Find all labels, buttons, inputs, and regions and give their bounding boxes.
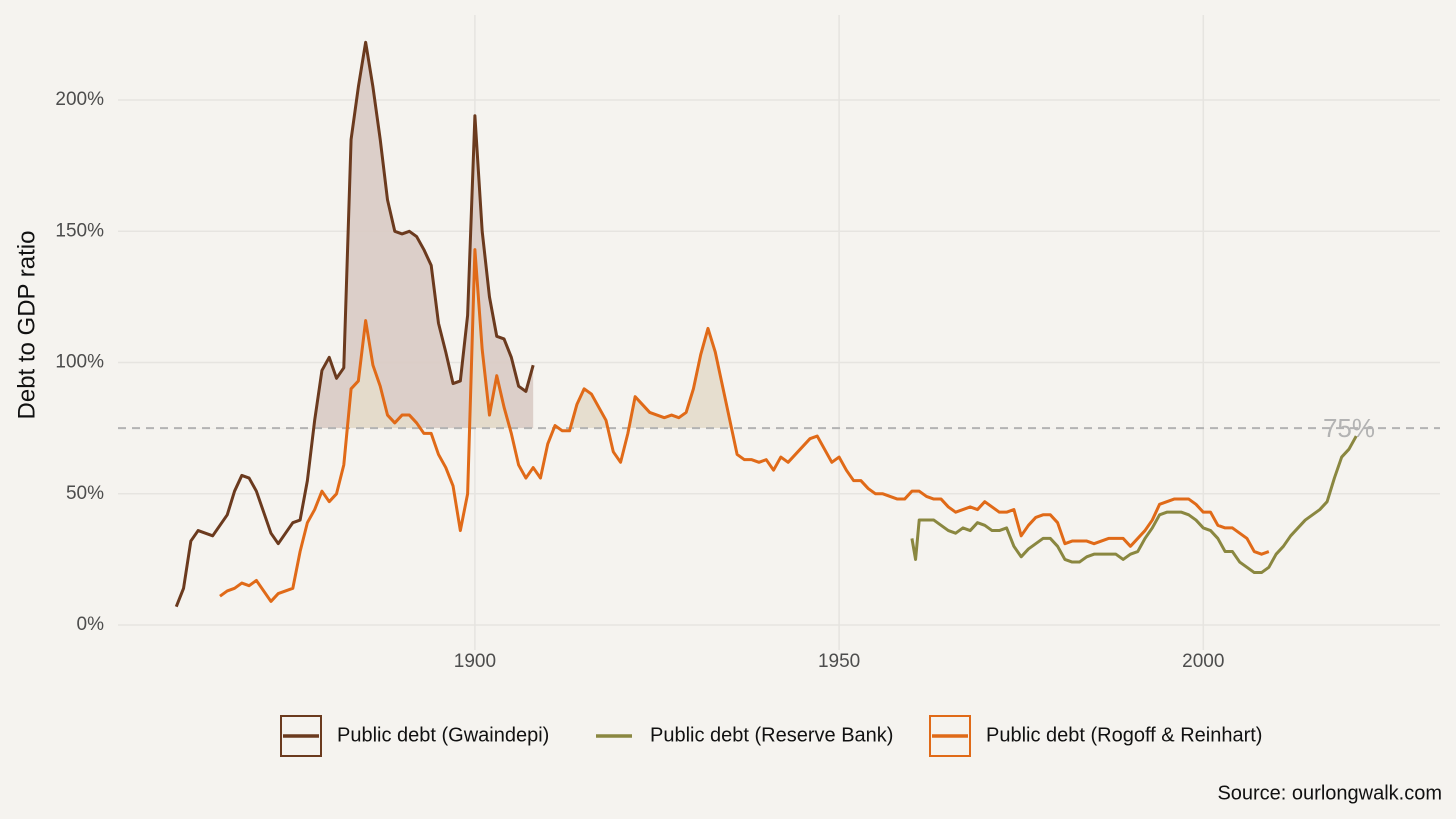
legend-label: Public debt (Gwaindepi) bbox=[337, 724, 549, 746]
area bbox=[176, 42, 534, 429]
line bbox=[219, 248, 1270, 603]
line bbox=[910, 435, 1358, 575]
line bbox=[174, 40, 535, 608]
y-tick-label: 150% bbox=[55, 220, 104, 241]
x-tick-label: 1950 bbox=[818, 651, 860, 672]
y-tick-label: 50% bbox=[66, 483, 104, 504]
y-axis-title: Debt to GDP ratio bbox=[13, 231, 40, 420]
legend-label: Public debt (Rogoff & Reinhart) bbox=[986, 724, 1262, 746]
y-tick-label: 200% bbox=[55, 89, 104, 110]
area bbox=[219, 249, 1269, 429]
y-tick-label: 0% bbox=[77, 614, 105, 635]
legend-label: Public debt (Reserve Bank) bbox=[650, 724, 893, 746]
y-tick-label: 100% bbox=[55, 352, 104, 373]
source: Source: ourlongwalk.com bbox=[1217, 782, 1442, 804]
x-tick-label: 1900 bbox=[454, 651, 496, 672]
legend-key bbox=[280, 715, 322, 757]
x-tick-label: 2000 bbox=[1182, 651, 1224, 672]
threshold-label: 75% bbox=[1323, 413, 1375, 443]
legend-key bbox=[929, 715, 971, 757]
